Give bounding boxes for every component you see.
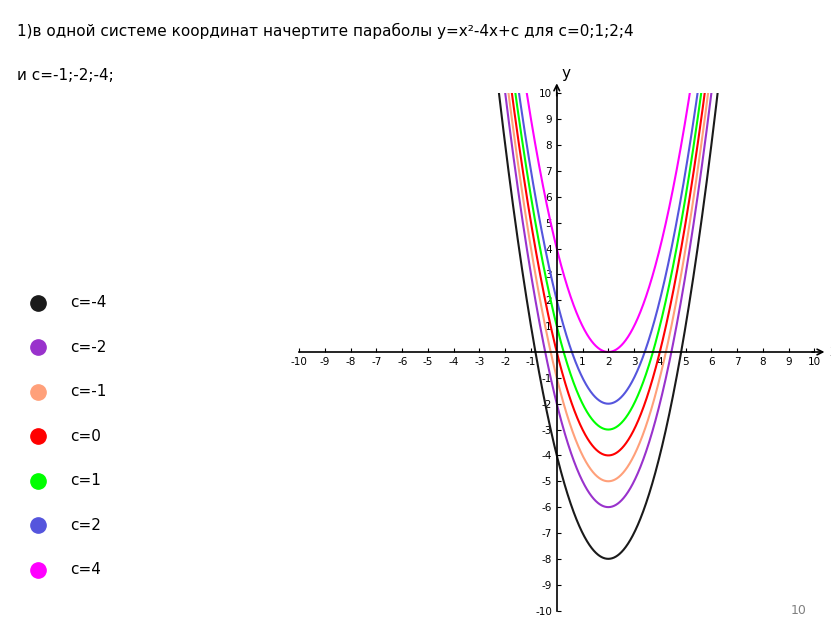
Text: c=1: c=1: [70, 473, 101, 488]
Text: x: x: [830, 345, 831, 359]
Text: c=-1: c=-1: [70, 384, 106, 399]
Text: и с=-1;-2;-4;: и с=-1;-2;-4;: [17, 68, 113, 83]
Text: c=2: c=2: [70, 518, 101, 533]
Text: 1)в одной системе координат начертите параболы у=х²-4х+с для с=0;1;2;4: 1)в одной системе координат начертите па…: [17, 22, 633, 39]
Text: c=-2: c=-2: [70, 340, 106, 354]
Text: c=0: c=0: [70, 429, 101, 444]
Text: 10: 10: [790, 604, 806, 617]
Text: c=4: c=4: [70, 562, 101, 577]
Text: c=-4: c=-4: [70, 295, 106, 310]
Text: y: y: [562, 65, 571, 80]
